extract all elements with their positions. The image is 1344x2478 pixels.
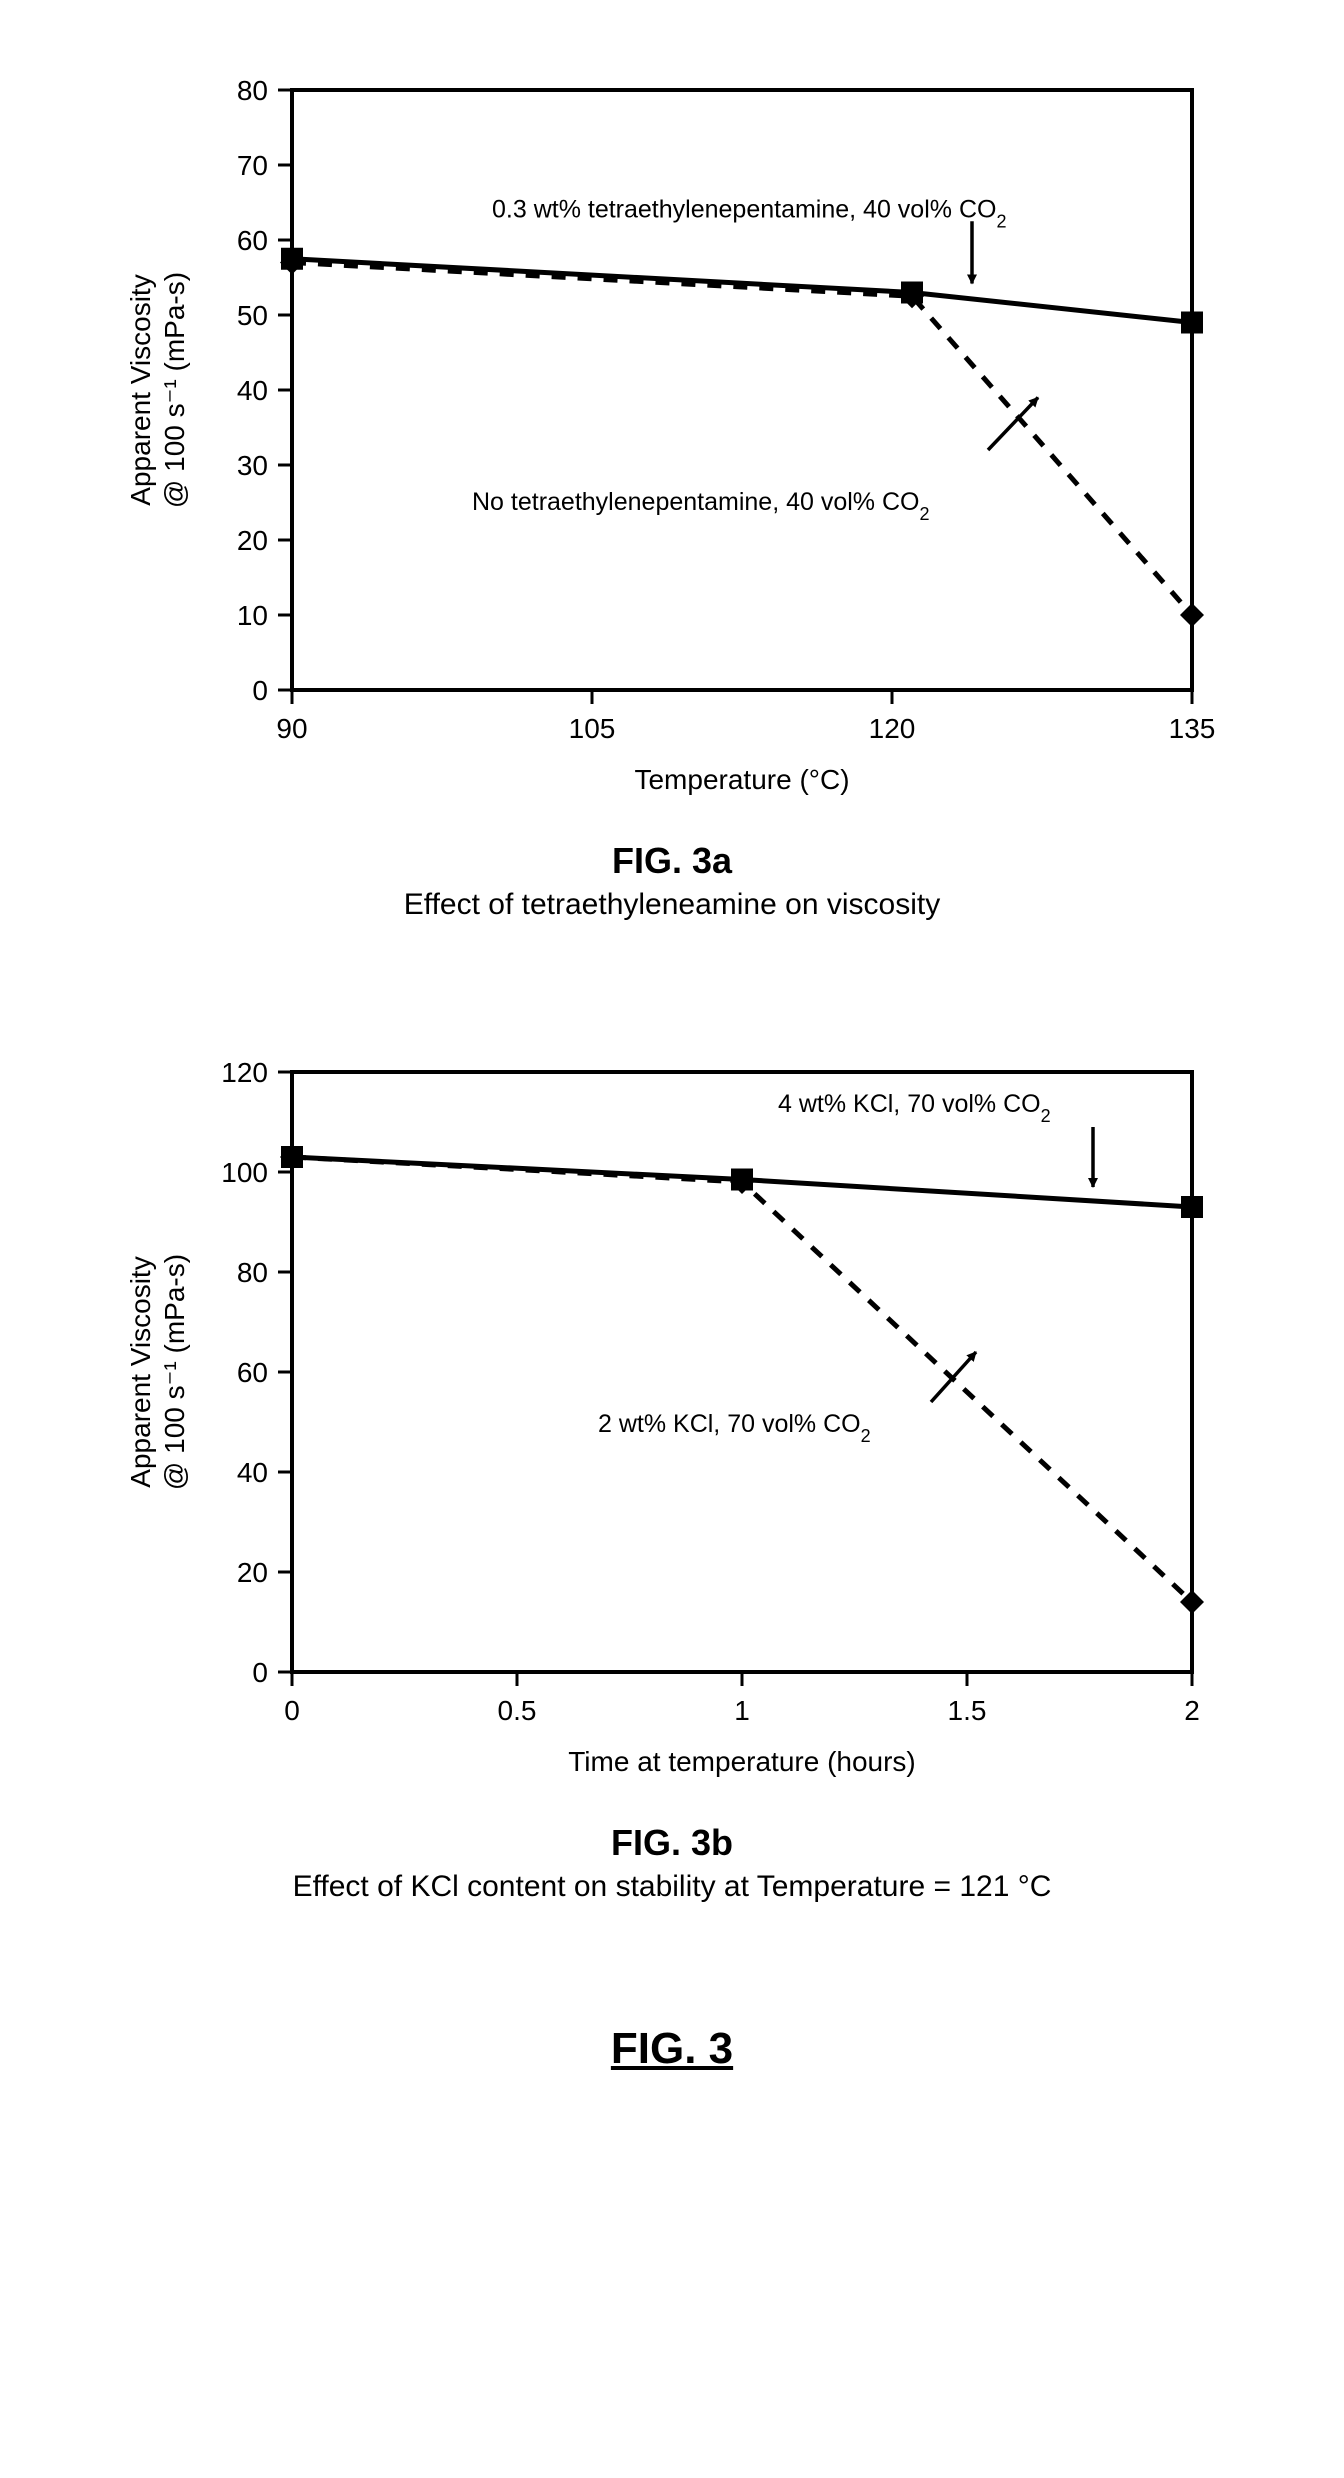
svg-text:0: 0 (252, 675, 268, 706)
svg-text:0.5: 0.5 (498, 1695, 537, 1726)
svg-text:1: 1 (734, 1695, 750, 1726)
figure-caption-a: Effect of tetraethyleneamine on viscosit… (122, 888, 1222, 922)
svg-text:2: 2 (1184, 1695, 1200, 1726)
svg-text:40: 40 (237, 1457, 268, 1488)
svg-text:100: 100 (221, 1157, 268, 1188)
svg-text:@ 100 s⁻¹ (mPa-s): @ 100 s⁻¹ (mPa-s) (159, 1254, 190, 1490)
page: 9010512013501020304050607080Temperature … (0, 0, 1344, 2194)
svg-text:0: 0 (284, 1695, 300, 1726)
figure-caption-b: Effect of KCl content on stability at Te… (122, 1870, 1222, 1904)
svg-text:Apparent Viscosity: Apparent Viscosity (125, 1256, 156, 1487)
svg-text:50: 50 (237, 300, 268, 331)
svg-text:135: 135 (1169, 713, 1216, 744)
svg-text:80: 80 (237, 1257, 268, 1288)
svg-text:Temperature (°C): Temperature (°C) (634, 764, 849, 795)
svg-text:70: 70 (237, 150, 268, 181)
svg-text:60: 60 (237, 1357, 268, 1388)
svg-text:30: 30 (237, 450, 268, 481)
figure-label-a: FIG. 3a (122, 840, 1222, 882)
svg-text:60: 60 (237, 225, 268, 256)
svg-text:80: 80 (237, 75, 268, 106)
svg-text:20: 20 (237, 525, 268, 556)
svg-text:Time at temperature (hours): Time at temperature (hours) (568, 1746, 916, 1777)
svg-text:1.5: 1.5 (948, 1695, 987, 1726)
chart-a: 90 105 120 135 0 10 20 30 40 50 60 70 80 Temperature … (122, 60, 1232, 810)
chart-a-wrap: 90 105 120 135 0 10 20 30 40 50 60 70 80 Temperature … (122, 60, 1222, 922)
svg-text:20: 20 (237, 1557, 268, 1588)
chart-b: 00.511.52020406080100120Time at temperat… (122, 1042, 1232, 1792)
svg-text:105: 105 (569, 713, 616, 744)
svg-text:90: 90 (276, 713, 307, 744)
master-figure-label: FIG. 3 (120, 2024, 1224, 2074)
svg-text:120: 120 (221, 1057, 268, 1088)
svg-text:10: 10 (237, 600, 268, 631)
figure-label-b: FIG. 3b (122, 1822, 1222, 1864)
svg-text:Apparent Viscosity: Apparent Viscosity (125, 274, 156, 505)
svg-text:120: 120 (869, 713, 916, 744)
svg-text:0: 0 (252, 1657, 268, 1688)
svg-text:@ 100 s⁻¹ (mPa-s): @ 100 s⁻¹ (mPa-s) (159, 272, 190, 508)
svg-text:40: 40 (237, 375, 268, 406)
chart-b-wrap: 00.511.52020406080100120Time at temperat… (122, 1042, 1222, 1904)
